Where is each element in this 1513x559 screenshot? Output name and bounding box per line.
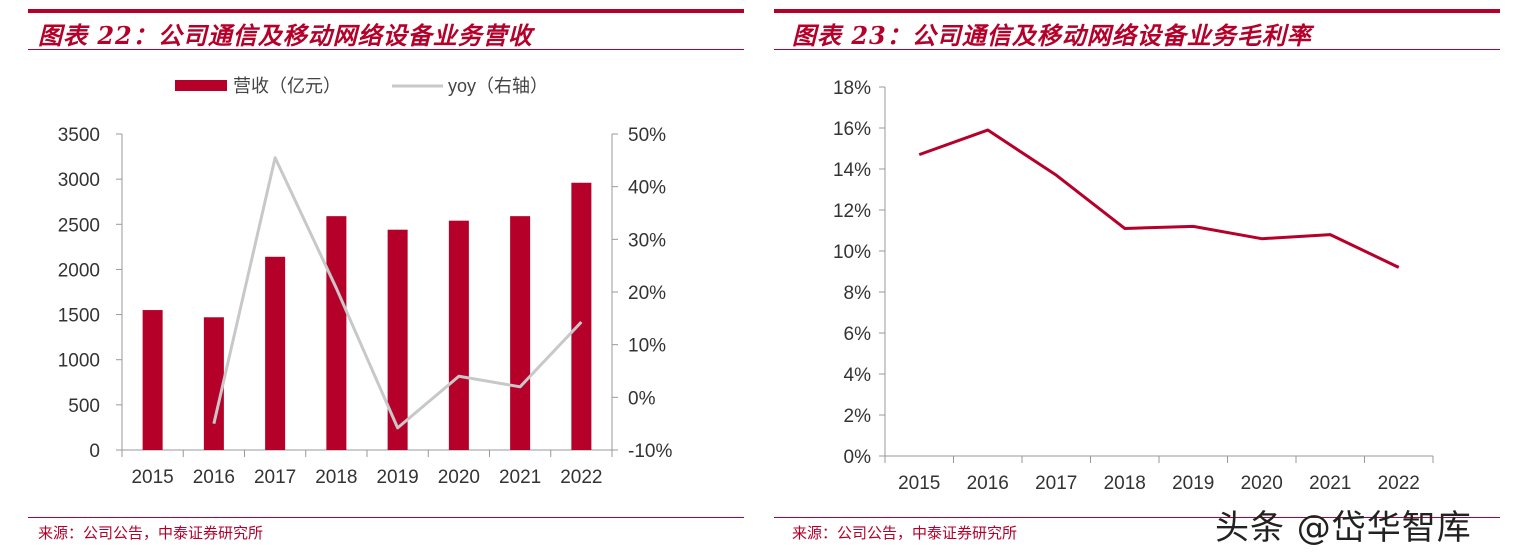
y-tick-label-left: 1000 — [58, 351, 100, 372]
x-tick-label: 2019 — [1172, 473, 1214, 494]
y-tick-label-left: 0 — [89, 441, 100, 462]
right-chart-panel: 图表 23：公司通信及移动网络设备业务毛利率 0% 2% 4% 6% 8% 10% 12% 1… — [770, 0, 1513, 559]
y-tick-label-right: 20% — [628, 283, 666, 304]
y-tick-label-right: 50% — [628, 125, 666, 146]
y-tick-label-left: 1500 — [58, 306, 100, 327]
gross-margin-line — [918, 128, 1400, 269]
y-tick-label: 18% — [833, 78, 871, 99]
chart-title-23: 图表 23：公司通信及移动网络设备业务毛利率 — [792, 21, 1312, 50]
y-tick-label: 12% — [833, 201, 871, 222]
title-top-rule — [28, 9, 744, 13]
x-tick-label: 2020 — [1241, 473, 1283, 494]
legend-label-yoy: yoy（右轴） — [448, 76, 548, 96]
title-bottom-rule — [28, 49, 744, 50]
x-tick-label: 2015 — [131, 467, 173, 488]
revenue-bar — [326, 216, 347, 450]
x-tick-label: 2021 — [499, 467, 541, 488]
x-tick-label: 2022 — [1378, 473, 1420, 494]
watermark: 头条 @岱华智库 — [1215, 508, 1472, 548]
y-tick-label: 0% — [844, 447, 872, 468]
x-tick-label: 2019 — [376, 467, 418, 488]
y-tick-label: 4% — [844, 365, 872, 386]
revenue-bar — [265, 256, 286, 450]
revenue-bar — [448, 220, 469, 450]
legend-label-revenue: 营收（亿元） — [233, 76, 341, 96]
y-tick-label-left: 3500 — [58, 125, 100, 146]
x-tick-label: 2015 — [898, 473, 940, 494]
y-tick-label-left: 2000 — [58, 260, 100, 281]
x-tick-label: 2021 — [1309, 473, 1351, 494]
source-note-22: 来源：公司公告，中泰证券研究所 — [38, 524, 264, 542]
left-chart-panel: 图表 22：公司通信及移动网络设备业务营收 营收（亿元） yoy（右轴） 0 500 1… — [28, 9, 744, 542]
y-tick-label: 14% — [833, 160, 871, 181]
revenue-bar — [510, 216, 531, 450]
title-top-rule — [774, 9, 1500, 13]
y-tick-label-right: 0% — [628, 388, 656, 409]
y-tick-label: 6% — [844, 324, 872, 345]
y-tick-label-right: 40% — [628, 178, 666, 199]
y-tick-label-left: 500 — [68, 396, 100, 417]
y-tick-label: 16% — [833, 119, 871, 140]
gross-margin-line-chart: 0% 2% 4% 6% 8% 10% 12% 14% 16% 18% 2015 2016 2017 201… — [833, 78, 1434, 494]
revenue-bar — [387, 229, 408, 450]
y-tick-label-left: 3000 — [58, 170, 100, 191]
x-tick-label: 2018 — [315, 467, 357, 488]
y-tick-label: 2% — [844, 406, 872, 427]
x-tick-label: 2022 — [560, 467, 602, 488]
x-tick-label: 2016 — [967, 473, 1009, 494]
title-bottom-rule — [774, 49, 1500, 50]
y-tick-label-left: 2500 — [58, 215, 100, 236]
y-tick-label: 10% — [833, 242, 871, 263]
y-tick-label-right: -10% — [628, 441, 672, 462]
x-tick-label: 2017 — [1035, 473, 1077, 494]
source-rule — [28, 517, 744, 518]
x-tick-label: 2017 — [254, 467, 296, 488]
source-rule — [774, 517, 1500, 518]
y-tick-label-right: 30% — [628, 230, 666, 251]
x-tick-label: 2016 — [193, 467, 235, 488]
revenue-bar — [142, 310, 163, 450]
source-note-23: 来源：公司公告，中泰证券研究所 — [792, 524, 1018, 542]
x-tick-label: 2018 — [1104, 473, 1146, 494]
y-tick-label-right: 10% — [628, 336, 666, 357]
x-tick-label: 2020 — [438, 467, 480, 488]
legend-swatch-revenue — [175, 80, 227, 91]
revenue-bar-chart: 营收（亿元） yoy（右轴） 0 500 1000 1500 2000 2500 3000 350… — [58, 76, 673, 488]
revenue-bar — [571, 182, 592, 451]
y-tick-label: 8% — [844, 283, 872, 304]
yoy-line — [212, 156, 583, 430]
chart-title-22: 图表 22：公司通信及移动网络设备业务营收 — [38, 21, 533, 50]
revenue-bar — [203, 317, 224, 450]
